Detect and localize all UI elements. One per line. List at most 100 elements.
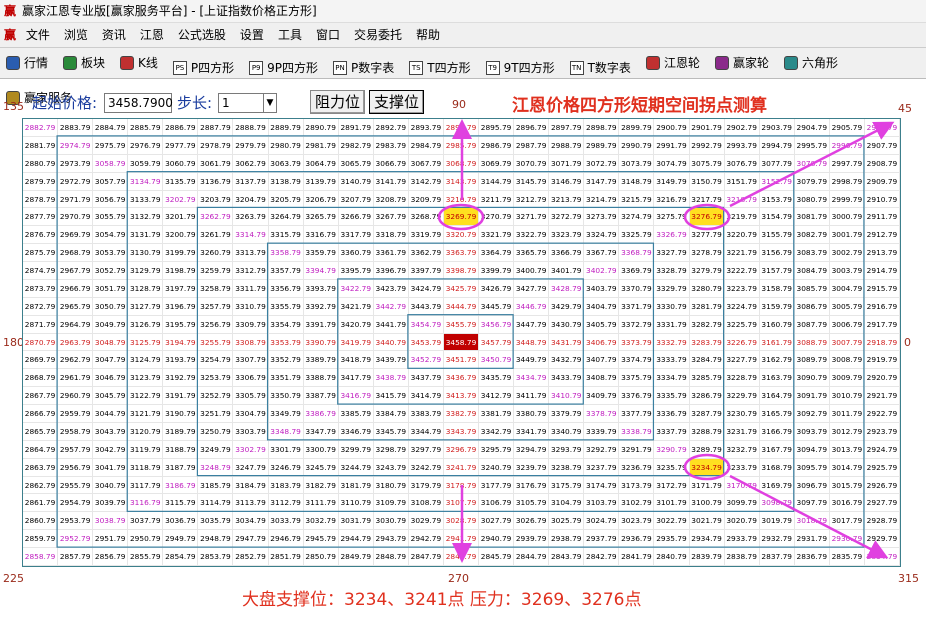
grid-cell: 3057.79 <box>93 172 129 191</box>
toolbar-button[interactable]: TN T数字表 <box>569 53 631 83</box>
resistance-button[interactable]: 阻力位 <box>310 90 366 114</box>
grid-cell: 3018.79 <box>794 512 830 531</box>
toolbar-button[interactable]: PS P四方形 <box>172 53 234 83</box>
toolbar-label: T数字表 <box>587 61 631 75</box>
toolbar-button[interactable]: 赢家轮 <box>714 48 769 78</box>
grid-cell: 3271.79 <box>514 208 550 227</box>
grid-cell: 3238.79 <box>549 458 585 477</box>
toolbar-button[interactable]: PN P数字表 <box>333 53 394 83</box>
grid-cell: 3341.79 <box>514 422 550 441</box>
menu-item[interactable]: 江恩 <box>139 28 164 42</box>
grid-cell: 2988.79 <box>549 136 585 155</box>
grid-cell: 3453.79 <box>408 333 444 352</box>
grid-cell: 3052.79 <box>93 262 129 280</box>
grid-cell: 3400.79 <box>514 262 550 280</box>
grid-cell: 2972.79 <box>58 172 94 191</box>
menu-item[interactable]: 工具 <box>277 28 302 42</box>
grid-cell: 2967.79 <box>58 262 94 280</box>
menu-item[interactable]: 浏览 <box>63 28 88 42</box>
grid-cell: 3012.79 <box>829 422 865 441</box>
grid-cell: 3138.79 <box>268 172 304 191</box>
grid-cell: 3364.79 <box>479 244 515 263</box>
grid-cell: 2902.79 <box>724 119 760 137</box>
grid-cell: 3403.79 <box>584 279 620 298</box>
grid-cell: 3006.79 <box>829 315 865 334</box>
support-button[interactable]: 支撑位 <box>369 90 425 114</box>
toolbar-button[interactable]: P9 9P四方形 <box>249 53 318 83</box>
step-input[interactable]: 1 <box>218 93 268 113</box>
grid-cell: 3182.79 <box>303 476 339 495</box>
grid-cell: 3422.79 <box>338 279 374 298</box>
grid-cell: 3020.79 <box>724 512 760 531</box>
grid-cell: 3275.79 <box>654 208 690 227</box>
grid-cell: 3149.79 <box>654 172 690 191</box>
menu-item[interactable]: 设置 <box>239 28 264 42</box>
grid-cell: 3214.79 <box>584 190 620 209</box>
menu-item[interactable]: 窗口 <box>315 28 340 42</box>
menu-item[interactable]: 交易委托 <box>353 28 402 42</box>
grid-cell: 2838.79 <box>724 548 760 566</box>
toolbar-button[interactable]: TS T四方形 <box>409 53 471 83</box>
grid-cell: 3004.79 <box>829 279 865 298</box>
grid-cell: 3070.79 <box>514 154 550 173</box>
grid-cell: 3036.79 <box>163 512 199 531</box>
toolbar-icon <box>714 56 729 70</box>
grid-cell: 2880.79 <box>23 154 59 173</box>
grid-cell: 3242.79 <box>408 458 444 477</box>
grid-cell: 3044.79 <box>93 405 129 423</box>
grid-cell: 3116.79 <box>128 494 164 513</box>
grid-cell: 3045.79 <box>93 387 129 406</box>
grid-cell: 3353.79 <box>268 333 304 352</box>
grid-cell: 2981.79 <box>303 136 339 155</box>
grid-cell: 3249.79 <box>198 440 234 459</box>
grid-cell: 3270.79 <box>479 208 515 227</box>
menu-item[interactable]: 资讯 <box>101 28 126 42</box>
grid-cell: 2999.79 <box>829 190 865 209</box>
grid-cell: 2982.79 <box>338 136 374 155</box>
grid-cell: 3375.79 <box>619 369 655 388</box>
grid-cell: 2866.79 <box>23 405 59 423</box>
start-input[interactable]: 3458.7900 <box>104 93 173 113</box>
menu-item[interactable]: 帮助 <box>415 28 440 42</box>
toolbar-button[interactable]: 六角形 <box>783 48 838 78</box>
grid-cell: 3104.79 <box>549 494 585 513</box>
grid-cell: 2970.79 <box>58 208 94 227</box>
grid-cell: 3260.79 <box>198 244 234 263</box>
toolbar-button[interactable]: T9 9T四方形 <box>485 53 555 83</box>
grid-cell: 3102.79 <box>619 494 655 513</box>
toolbar-button[interactable]: K线 <box>120 48 158 78</box>
grid-cell: 3457.79 <box>479 333 515 352</box>
grid-cell: 3194.79 <box>163 333 199 352</box>
toolbar-button[interactable]: 赢家服务 <box>6 83 72 113</box>
grid-cell: 3176.79 <box>514 476 550 495</box>
grid-cell: 3095.79 <box>794 458 830 477</box>
grid-cell: 2963.79 <box>58 333 94 352</box>
grid-cell: 3171.79 <box>689 476 725 495</box>
grid-cell: 3351.79 <box>268 369 304 388</box>
grid-cell: 3107.79 <box>443 494 480 513</box>
toolbar-button[interactable]: 板块 <box>63 48 105 78</box>
grid-cell: 3440.79 <box>373 333 409 352</box>
grid-cell: 3398.79 <box>443 262 480 280</box>
grid-cell: 3432.79 <box>549 351 585 370</box>
step-dropdown[interactable]: ▼ <box>263 93 277 113</box>
toolbar-button[interactable]: 江恩轮 <box>645 48 700 78</box>
menu-item[interactable]: 公式选股 <box>177 28 226 42</box>
grid-cell: 3109.79 <box>373 494 409 513</box>
grid-cell: 2897.79 <box>549 119 585 137</box>
grid-cell: 2895.79 <box>479 119 515 137</box>
grid-cell: 3165.79 <box>759 405 795 423</box>
toolbar-button[interactable]: 行情 <box>6 48 48 78</box>
grid-cell: 3089.79 <box>794 351 830 370</box>
grid-cell: 3058.79 <box>93 154 129 173</box>
grid-cell: 2878.79 <box>23 190 59 209</box>
grid-cell: 3421.79 <box>338 297 374 316</box>
toolbar-icon: TN <box>569 61 584 75</box>
grid-cell: 2964.79 <box>58 315 94 334</box>
grid-cell: 3378.79 <box>584 405 620 423</box>
menu-item[interactable]: 文件 <box>25 28 50 42</box>
grid-cell: 3072.79 <box>584 154 620 173</box>
grid-cell: 3361.79 <box>373 244 409 263</box>
grid-cell: 3105.79 <box>514 494 550 513</box>
grid-cell: 3053.79 <box>93 244 129 263</box>
